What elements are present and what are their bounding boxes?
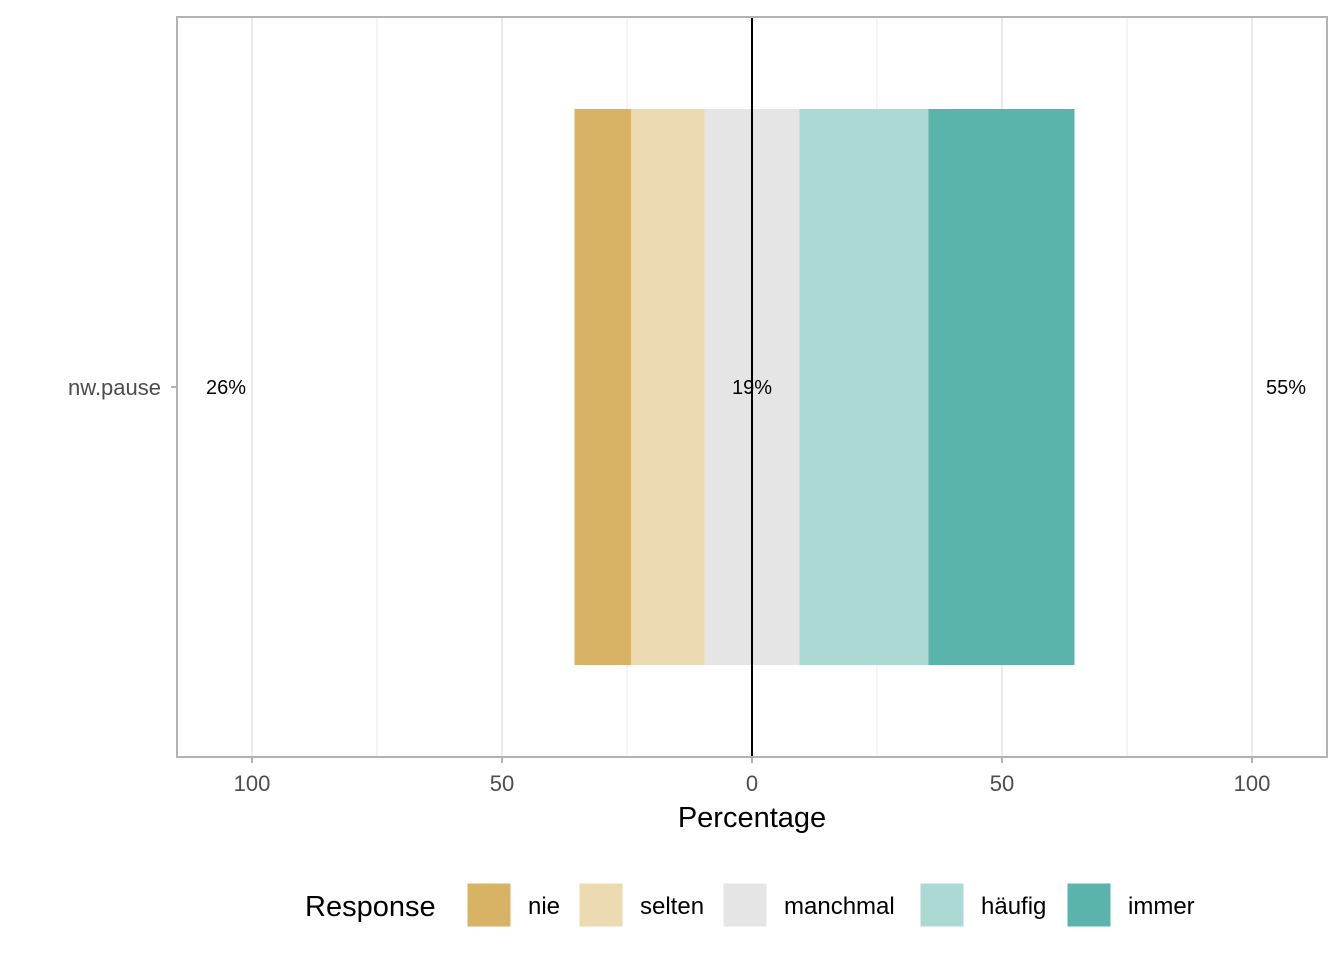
x-tick-label: 50 bbox=[990, 771, 1014, 796]
x-tick-label: 50 bbox=[490, 771, 514, 796]
summary-label-center: 19% bbox=[732, 377, 772, 399]
legend-label: manchmal bbox=[784, 893, 895, 920]
x-axis: 100 50 0 50 100 bbox=[234, 757, 1271, 796]
legend-label: nie bbox=[528, 893, 560, 920]
y-axis: nw.pause bbox=[68, 375, 177, 400]
legend-key-selten bbox=[578, 882, 624, 928]
legend-key-nie bbox=[466, 882, 512, 928]
legend: Response nie selten manchmal häufig immer bbox=[305, 882, 1195, 928]
legend-title: Response bbox=[305, 891, 436, 923]
summary-label-left: 26% bbox=[206, 377, 246, 399]
x-axis-title: Percentage bbox=[678, 802, 826, 834]
legend-label: selten bbox=[640, 893, 704, 920]
summary-labels: 26% 19% 55% bbox=[206, 377, 1306, 399]
bar-segment-selten bbox=[631, 109, 705, 665]
legend-key-manchmal bbox=[722, 882, 768, 928]
x-tick-label: 100 bbox=[1234, 771, 1271, 796]
legend-label: häufig bbox=[981, 893, 1046, 920]
legend-key-immer bbox=[1066, 882, 1112, 928]
bar-segment-nie bbox=[574, 109, 631, 665]
legend-label: immer bbox=[1128, 893, 1195, 920]
bars bbox=[574, 109, 1075, 665]
bar-segment-immer bbox=[928, 109, 1075, 665]
x-tick-label: 100 bbox=[234, 771, 271, 796]
summary-label-right: 55% bbox=[1266, 377, 1306, 399]
bar-segment-hufig bbox=[799, 109, 929, 665]
x-tick-label: 0 bbox=[746, 771, 758, 796]
category-label: nw.pause bbox=[68, 375, 161, 400]
legend-key-hufig bbox=[919, 882, 965, 928]
